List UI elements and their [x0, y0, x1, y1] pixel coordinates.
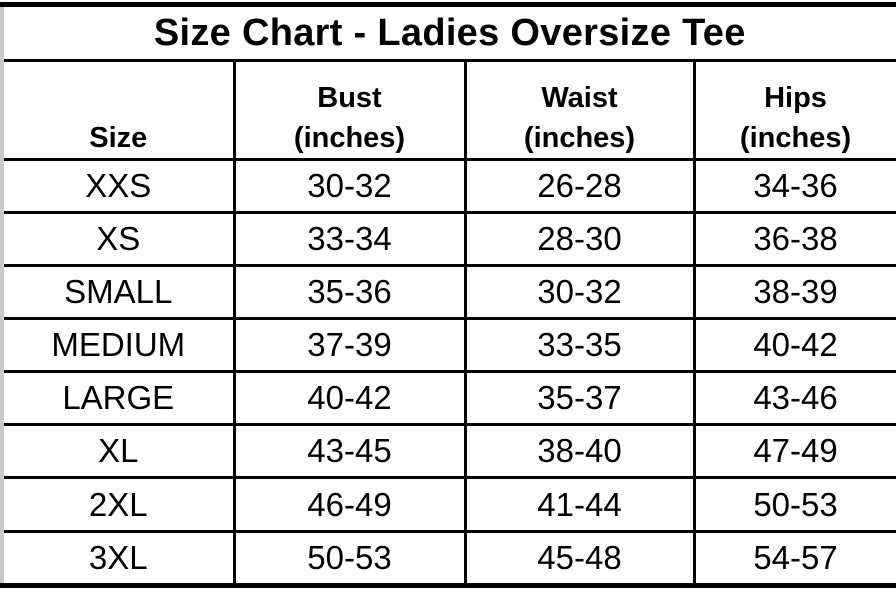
size-cell: 2XL: [0, 476, 236, 533]
hips-cell: 40-42: [692, 317, 896, 374]
bust-cell: 33-34: [232, 211, 467, 268]
waist-cell: 45-48: [463, 529, 696, 588]
waist-cell: 28-30: [463, 211, 696, 268]
title-row: Size Chart - Ladies Oversize Tee: [0, 3, 896, 62]
hips-cell: 36-38: [692, 211, 896, 268]
hips-cell: 47-49: [692, 423, 896, 480]
column-header-waist: Waist (inches): [463, 59, 696, 161]
size-cell: MEDIUM: [0, 317, 236, 374]
bust-cell: 37-39: [232, 317, 467, 374]
waist-cell: 30-32: [463, 264, 696, 321]
table-row: LARGE 40-42 35-37 43-46: [0, 370, 896, 427]
bust-cell: 40-42: [232, 370, 467, 427]
waist-cell: 26-28: [463, 157, 696, 215]
column-header-hips: Hips (inches): [692, 59, 896, 161]
hips-cell: 34-36: [692, 157, 896, 215]
table-row: MEDIUM 37-39 33-35 40-42: [0, 317, 896, 374]
table-row: 3XL 50-53 45-48 54-57: [0, 529, 896, 588]
hips-cell: 43-46: [692, 370, 896, 427]
bust-cell: 46-49: [232, 476, 467, 533]
bust-cell: 35-36: [232, 264, 467, 321]
size-table-body: XXS 30-32 26-28 34-36 XS 33-34 28-30 36-38 SMALL…: [0, 157, 896, 588]
waist-cell: 35-37: [463, 370, 696, 427]
hips-cell: 50-53: [692, 476, 896, 533]
bust-cell: 30-32: [232, 157, 467, 215]
waist-cell: 33-35: [463, 317, 696, 374]
hips-cell: 38-39: [692, 264, 896, 321]
header-row: Size Bust (inches) Waist (inches) Hips (inc…: [0, 59, 896, 161]
table-row: SMALL 35-36 30-32 38-39: [0, 264, 896, 321]
table-row: XXS 30-32 26-28 34-36: [0, 157, 896, 215]
column-header-size: Size: [0, 59, 236, 161]
size-cell: 3XL: [0, 529, 236, 588]
size-cell: XXS: [0, 157, 236, 215]
waist-cell: 38-40: [463, 423, 696, 480]
page-title: Size Chart - Ladies Oversize Tee: [0, 3, 896, 62]
table-row: XS 33-34 28-30 36-38: [0, 211, 896, 268]
bust-cell: 43-45: [232, 423, 467, 480]
table-row: 2XL 46-49 41-44 50-53: [0, 476, 896, 533]
column-header-bust: Bust (inches): [232, 59, 467, 161]
table-row: XL 43-45 38-40 47-49: [0, 423, 896, 480]
size-cell: SMALL: [0, 264, 236, 321]
hips-cell: 54-57: [692, 529, 896, 588]
size-cell: XS: [0, 211, 236, 268]
size-cell: XL: [0, 423, 236, 480]
size-cell: LARGE: [0, 370, 236, 427]
bust-cell: 50-53: [232, 529, 467, 588]
waist-cell: 41-44: [463, 476, 696, 533]
